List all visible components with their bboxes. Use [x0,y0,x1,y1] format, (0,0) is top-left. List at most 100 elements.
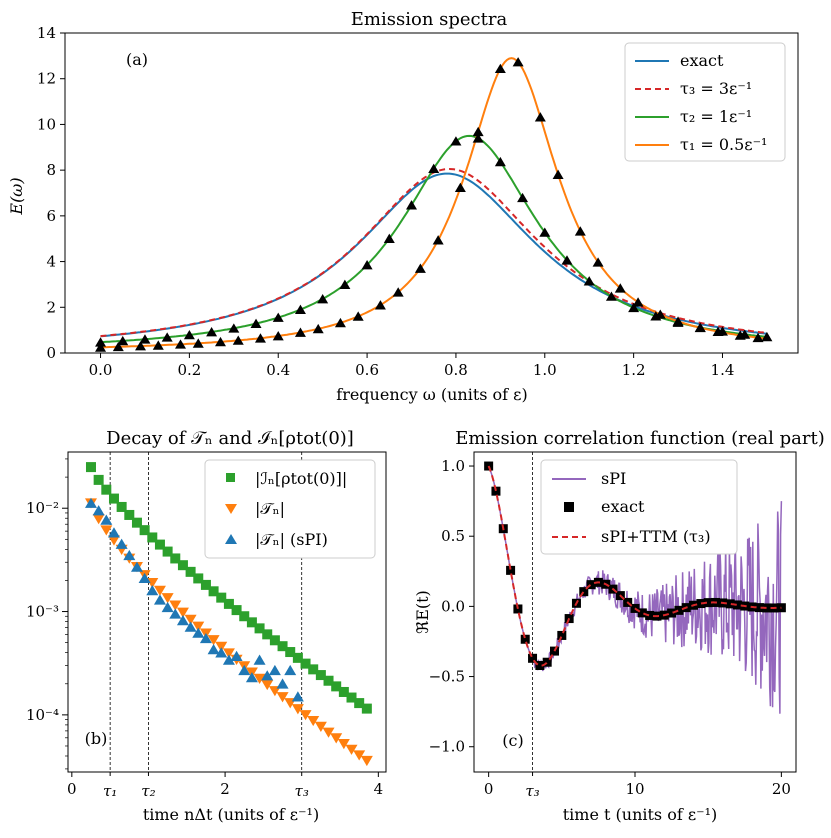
in-point [315,670,326,681]
in-point [177,560,188,571]
in-point [269,635,280,646]
a-ytick-label: 6 [46,207,56,225]
marker-tau2-7 [250,318,262,328]
panel-c-ylabel: ℜE(t) [413,590,432,634]
tn-spi-point [268,664,281,676]
legend-c-exact-swatch [564,502,574,512]
a-ytick-label: 0 [46,344,56,362]
exact-point [491,486,501,496]
panel-c-legend: sPI exact sPI+TTM (τ₃) [540,459,738,555]
c-ytick-label: −1.0 [429,738,465,756]
panel-b-plot-area [84,452,373,772]
panel-a-frame [64,32,799,354]
panel-b-xlabel: time nΔt (units of ε⁻¹) [143,805,319,824]
marker-tau2-11 [339,279,351,289]
marker-tau2-4 [183,329,195,340]
tn-point [307,715,320,727]
a-ytick-label: 4 [46,253,56,271]
tn-point [146,578,159,589]
a-ytick-label: 12 [37,70,56,88]
a-xtick-label: 0.6 [355,361,379,379]
tn-spi-point [146,585,159,596]
panel-c-xlabel: time t (units of ε⁻¹) [563,805,718,824]
tn-spi-point [176,615,189,626]
marker-tau2-15 [428,163,440,173]
tn-point [92,514,105,525]
marker-tau1-31 [712,326,724,337]
tn-point [268,686,281,697]
tn-spi-point [230,650,243,661]
in-point [124,509,135,520]
in-point [354,698,365,709]
marker-tau2-21 [561,255,573,265]
exact-point [579,587,589,597]
legend-b-in-swatch [226,473,235,482]
c-xtick-label: 0 [484,780,494,798]
marker-tau2-30 [761,331,773,342]
in-point [108,493,119,504]
tn-point [207,635,220,646]
marker-tau2-9 [294,304,306,314]
marker-tau1-6 [214,336,226,347]
legend-c-spi-label: sPI [601,469,626,488]
tn-point [215,641,228,653]
in-point [93,474,104,485]
b-xtick-label: 0 [67,780,77,798]
c-ytick-label: 0.5 [441,527,465,545]
legend-b-tnspi-swatch [225,534,237,544]
panel-b-legend: |ℐₙ[ρtot(0)]| |𝒯ₙ| |𝒯ₙ| (sPI) [204,459,376,559]
exact-point [732,600,742,610]
tn-spi-point [276,678,289,689]
marker-tau2-18 [494,156,506,167]
in-point [223,598,234,609]
tn-point [222,648,235,659]
in-point [216,592,227,603]
panel-b-ticks: τ₁ τ₂ τ₃ 0 2 4 10⁻² 10⁻³ 10⁻⁴ [26,458,383,800]
tn-point [253,673,266,684]
panel-c: Emission correlation function (real part… [413,428,825,824]
c-vline-label: τ₃ [525,782,539,800]
in-point [285,647,296,658]
in-point [101,484,112,495]
a-xtick-label: 1.4 [711,361,735,379]
panel-a: Emission spectra (a) frequency ω (units … [7,9,799,404]
tn-point [276,692,289,703]
tn-point [353,750,366,761]
marker-tau1-10 [294,327,306,337]
panel-b-legend-box [204,459,376,559]
panel-a-legend-box [624,42,786,162]
legend-a-exact-label: exact [680,51,724,70]
tn-spi-point [115,538,128,549]
marker-tau1-1 [112,341,124,352]
b-ytick-label: 10⁻⁴ [26,706,59,724]
exact-point [513,604,523,614]
in-point [85,462,96,473]
panel-a-title: Emission spectra [351,9,508,30]
a-xtick-label: 0.4 [266,361,290,379]
legend-a-tau1-label: τ₁ = 0.5ε⁻¹ [680,135,767,154]
exact-point [725,599,735,609]
marker-tau1-7 [232,335,244,345]
curve-exact [100,172,767,338]
in-point [154,539,165,550]
marker-tau2-0 [95,337,107,347]
legend-a-tau2-label: τ₂ = 1ε⁻¹ [680,107,752,126]
panel-a-xlabel: frequency ω (units of ε) [336,385,527,404]
in-point [139,525,150,536]
in-point [162,546,173,557]
a-ytick-label: 14 [37,24,56,42]
a-xtick-label: 1.0 [533,361,557,379]
marker-tau2-19 [517,192,529,203]
exact-point [762,603,772,613]
marker-tau1-3 [152,340,164,350]
legend-b-tn-swatch [225,504,237,514]
marker-tau1-2 [135,341,147,351]
b-vline-label: τ₂ [141,782,155,800]
marker-tau1-27 [632,297,644,307]
in-point [277,641,288,652]
in-point [170,553,181,564]
marker-tau1-32 [734,330,746,340]
tn-spi-point [261,670,274,681]
panel-c-legend-box [540,459,738,555]
tn-spi-point [161,601,174,613]
